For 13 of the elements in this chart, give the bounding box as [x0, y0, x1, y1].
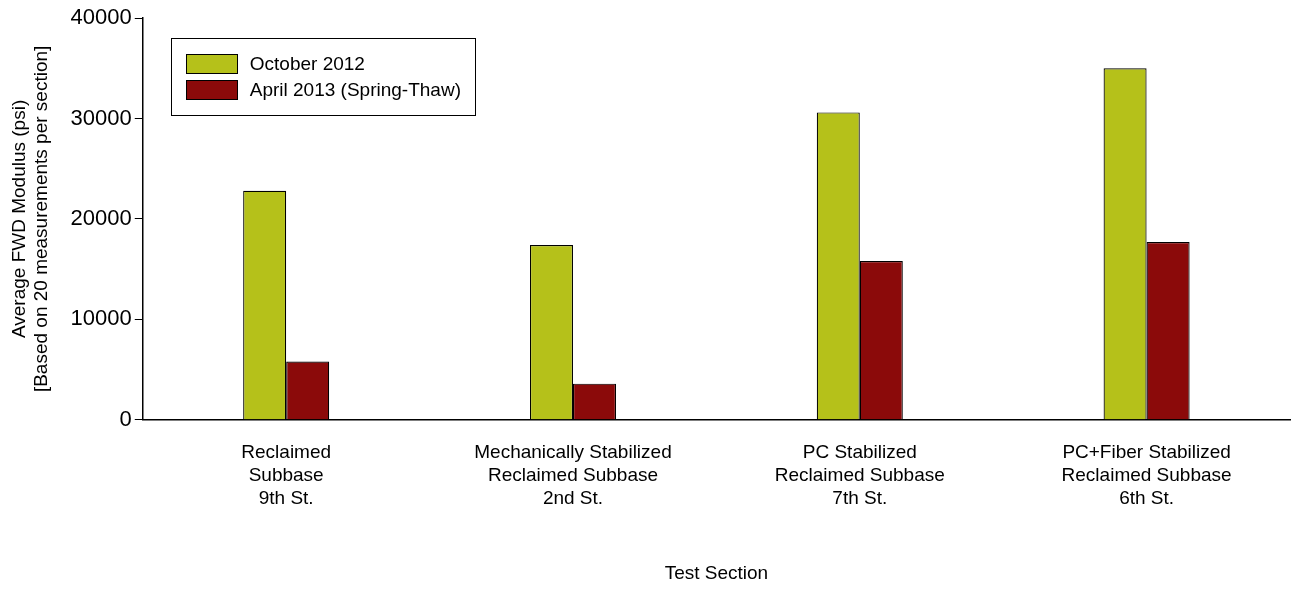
- legend-label: October 2012: [249, 53, 365, 75]
- x-tick-label: Reclaimed Subbase 9th St.: [241, 441, 332, 509]
- x-tick-label: PC+Fiber Stabilized Reclaimed Subbase 6th St.: [1061, 441, 1232, 509]
- y-tick-label: 10000: [70, 305, 132, 331]
- y-tick-label: 40000: [70, 4, 132, 30]
- x-tick-label: PC Stabilized Reclaimed Subbase 7th St.: [774, 441, 945, 509]
- legend-label: April 2013 (Spring-Thaw): [249, 79, 461, 101]
- y-tick-label: 20000: [70, 204, 132, 230]
- y-axis-title: Average FWD Modulus (psi) [Based on 20 measurements per section]: [7, 45, 52, 393]
- x-axis-title: Test Section: [664, 561, 769, 583]
- y-tick-label: 30000: [70, 104, 132, 130]
- y-tick-label: 0: [119, 405, 132, 431]
- x-tick-label: Mechanically Stabilized Reclaimed Subbase 2nd St.: [474, 441, 672, 509]
